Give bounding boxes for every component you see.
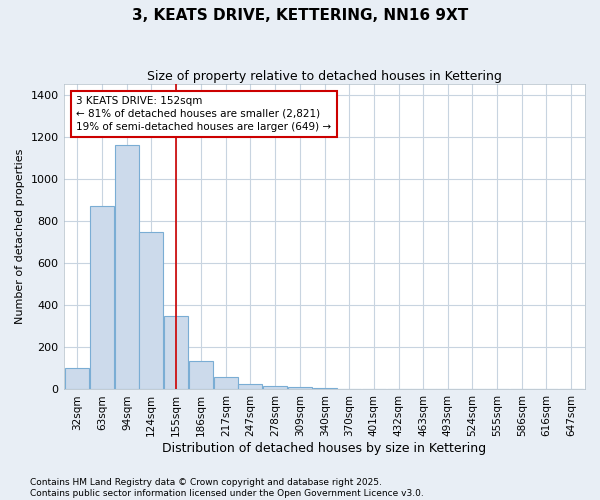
Text: 3 KEATS DRIVE: 152sqm
← 81% of detached houses are smaller (2,821)
19% of semi-d: 3 KEATS DRIVE: 152sqm ← 81% of detached …: [76, 96, 331, 132]
Text: 3, KEATS DRIVE, KETTERING, NN16 9XT: 3, KEATS DRIVE, KETTERING, NN16 9XT: [132, 8, 468, 22]
Text: Contains HM Land Registry data © Crown copyright and database right 2025.
Contai: Contains HM Land Registry data © Crown c…: [30, 478, 424, 498]
Bar: [90, 206, 114, 390]
Bar: [139, 232, 163, 390]
Bar: [189, 361, 213, 390]
Bar: [313, 388, 337, 390]
Bar: [263, 386, 287, 390]
X-axis label: Distribution of detached houses by size in Kettering: Distribution of detached houses by size …: [162, 442, 487, 455]
Bar: [65, 368, 89, 390]
Bar: [288, 386, 312, 390]
Bar: [214, 378, 238, 390]
Bar: [164, 316, 188, 390]
Title: Size of property relative to detached houses in Kettering: Size of property relative to detached ho…: [147, 70, 502, 83]
Y-axis label: Number of detached properties: Number of detached properties: [15, 149, 25, 324]
Bar: [115, 145, 139, 390]
Bar: [238, 384, 262, 390]
